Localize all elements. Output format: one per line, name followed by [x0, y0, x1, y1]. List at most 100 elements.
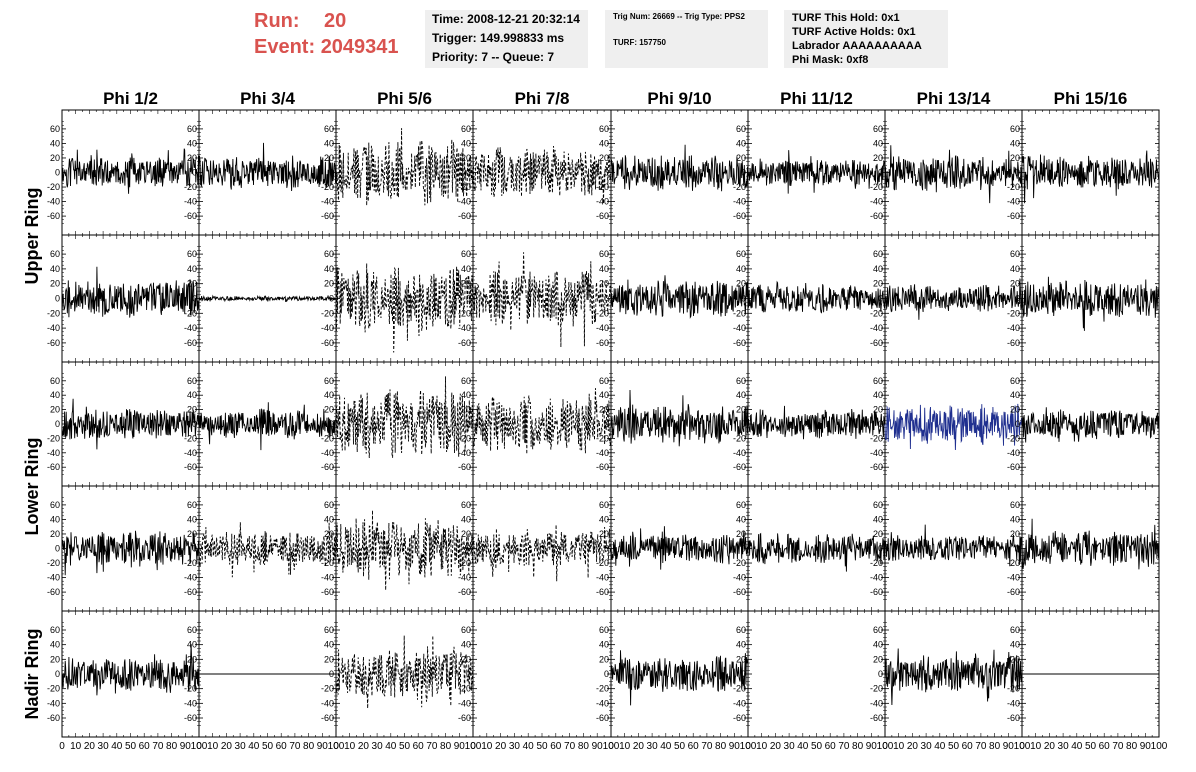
ytick-label: -20 — [596, 308, 609, 318]
ytick-label: 0 — [329, 294, 334, 304]
ytick-label: 40 — [461, 138, 471, 148]
ytick-label: 60 — [461, 249, 471, 259]
ytick-label: 40 — [324, 138, 334, 148]
ytick-label: 20 — [187, 529, 197, 539]
xtick-label: 70 — [152, 741, 164, 752]
waveform-trace — [884, 648, 1023, 706]
ytick-label: -60 — [47, 587, 60, 597]
ytick-label: 0 — [329, 544, 334, 554]
ytick-label: 0 — [466, 294, 471, 304]
ytick-label: -20 — [733, 182, 746, 192]
xtick-label: 70 — [426, 741, 438, 752]
waveform-trace — [61, 643, 200, 696]
ytick-label: -40 — [321, 698, 334, 708]
xtick-label: 30 — [647, 741, 659, 752]
xtick-label: 60 — [1099, 741, 1111, 752]
waveform-trace — [610, 389, 749, 447]
column-label-3: Phi 5/6 — [377, 89, 432, 108]
ytick-label: 20 — [461, 405, 471, 415]
turf-active-text: TURF Active Holds: 0x1 — [792, 26, 916, 38]
waveform-trace — [610, 526, 749, 570]
waveform-trace — [472, 252, 612, 348]
ytick-label: 60 — [50, 124, 60, 134]
ytick-label: -20 — [47, 182, 60, 192]
ytick-label: 0 — [741, 168, 746, 178]
ytick-label: -60 — [184, 713, 197, 723]
ytick-label: -60 — [458, 587, 471, 597]
ytick-label: -40 — [733, 323, 746, 333]
ytick-label: 60 — [461, 625, 471, 635]
ytick-label: 60 — [873, 625, 883, 635]
xtick-label: 60 — [139, 741, 151, 752]
panel-r4-c3: -60 -40 -20 0 20 40 60 — [321, 485, 474, 612]
ytick-label: -60 — [321, 587, 334, 597]
ytick-label: 20 — [461, 279, 471, 289]
xtick-label: 20 — [495, 741, 507, 752]
ytick-label: 40 — [873, 264, 883, 274]
ytick-label: -40 — [1007, 448, 1020, 458]
ytick-label: 0 — [741, 419, 746, 429]
panel-r5-c6: -60 -40 -20 0 20 40 60 — [733, 610, 886, 738]
ytick-label: -40 — [1007, 573, 1020, 583]
ytick-label: 60 — [599, 625, 609, 635]
ytick-label: 20 — [324, 529, 334, 539]
ytick-label: -20 — [47, 308, 60, 318]
ytick-label: 0 — [55, 669, 60, 679]
ytick-label: -40 — [47, 197, 60, 207]
ytick-label: 60 — [324, 249, 334, 259]
xtick-label: 0 — [608, 741, 614, 752]
ytick-label: -20 — [47, 558, 60, 568]
ytick-label: 20 — [599, 153, 609, 163]
panel-r5-c8: -60 -40 -20 0 20 40 60 — [1007, 610, 1160, 738]
column-label-2: Phi 3/4 — [240, 89, 295, 108]
ytick-label: 60 — [599, 124, 609, 134]
panel-r2-c4: -60 -40 -20 0 20 40 60 — [458, 234, 612, 363]
ytick-label: 60 — [324, 124, 334, 134]
ytick-label: 60 — [599, 249, 609, 259]
ytick-label: 40 — [461, 264, 471, 274]
ytick-label: -40 — [596, 323, 609, 333]
ytick-label: 40 — [461, 514, 471, 524]
ytick-label: 60 — [873, 124, 883, 134]
ytick-label: 20 — [599, 654, 609, 664]
ytick-label: 40 — [187, 138, 197, 148]
ytick-label: -20 — [870, 433, 883, 443]
ytick-label: -40 — [596, 448, 609, 458]
ytick-label: 20 — [736, 153, 746, 163]
xtick-label: 20 — [1044, 741, 1056, 752]
ytick-label: -60 — [184, 211, 197, 221]
ytick-label: -20 — [870, 308, 883, 318]
xtick-label: 10 — [344, 741, 356, 752]
ytick-label: 0 — [604, 544, 609, 554]
xtick-label: 40 — [385, 741, 397, 752]
ytick-label: -60 — [596, 338, 609, 348]
ytick-label: -60 — [47, 338, 60, 348]
waveform-trace — [884, 145, 1023, 204]
xtick-label: 90 — [180, 741, 192, 752]
ytick-label: -60 — [733, 713, 746, 723]
panel-r5-c3: -60 -40 -20 0 20 40 60 — [321, 610, 474, 738]
ytick-label: 20 — [324, 405, 334, 415]
xtick-label: 90 — [317, 741, 329, 752]
ytick-label: 60 — [461, 124, 471, 134]
ytick-label: -60 — [870, 211, 883, 221]
waveform-trace — [472, 524, 612, 582]
ytick-label: -40 — [321, 573, 334, 583]
ytick-label: 0 — [329, 419, 334, 429]
run-value: 20 — [324, 10, 347, 32]
ytick-label: -20 — [1007, 684, 1020, 694]
ytick-label: -40 — [47, 448, 60, 458]
ytick-label: -60 — [184, 587, 197, 597]
event-label: Event: — [254, 36, 316, 58]
waveform-trace — [335, 376, 474, 459]
panel-r3-c1: -60 -40 -20 0 20 40 60 — [47, 361, 200, 487]
ytick-label: 60 — [873, 376, 883, 386]
ytick-label: 40 — [736, 390, 746, 400]
ytick-label: -40 — [458, 323, 471, 333]
ytick-label: -60 — [596, 713, 609, 723]
ytick-label: 0 — [878, 669, 883, 679]
xtick-label: 20 — [907, 741, 919, 752]
ytick-label: 40 — [50, 514, 60, 524]
ytick-label: -20 — [596, 684, 609, 694]
panel-r2-c7: -60 -40 -20 0 20 40 60 — [870, 234, 1023, 363]
